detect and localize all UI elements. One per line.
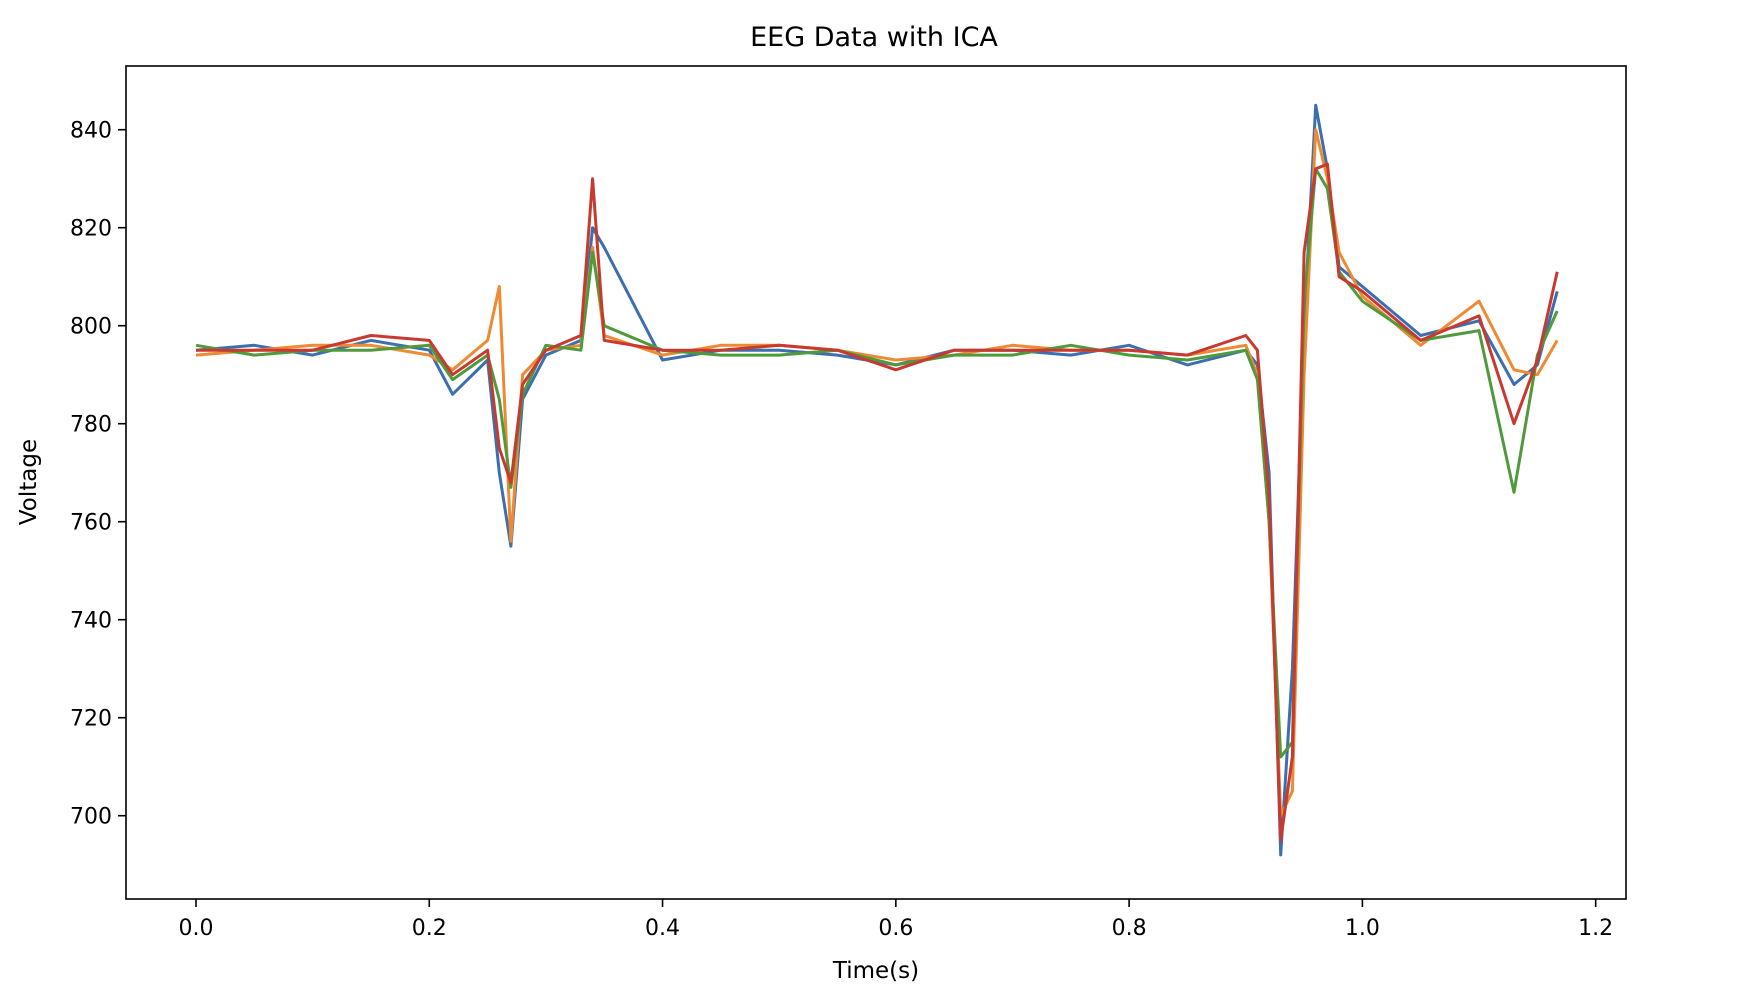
y-tick-label: 820 — [70, 217, 112, 242]
y-tick-label: 760 — [70, 511, 112, 536]
x-tick-label: 1.0 — [1345, 916, 1380, 941]
plot-frame — [125, 65, 1627, 900]
y-axis-ticks: 700 720 740 760 780 800 820 840 — [70, 119, 126, 830]
chart-title: EEG Data with ICA — [750, 22, 998, 53]
plot-lines — [195, 103, 1559, 857]
y-tick-label: 720 — [70, 707, 112, 732]
series-line-4 — [196, 162, 1559, 842]
y-tick-label: 700 — [70, 805, 112, 830]
x-tick-label: 0.6 — [878, 916, 913, 941]
x-axis-ticks: 0.0 0.2 0.4 0.6 0.8 1.0 1.2 — [178, 899, 1613, 941]
x-tick-label: 0.4 — [645, 916, 680, 941]
x-tick-label: 1.2 — [1578, 916, 1613, 941]
y-tick-label: 840 — [70, 119, 112, 144]
x-axis-label: Time(s) — [832, 958, 919, 984]
y-tick-label: 800 — [70, 315, 112, 340]
x-tick-label: 0.2 — [412, 916, 447, 941]
x-tick-label: 0.0 — [178, 916, 213, 941]
y-tick-label: 780 — [70, 413, 112, 438]
y-axis-label: Voltage — [16, 439, 42, 525]
y-tick-label: 740 — [70, 609, 112, 634]
x-tick-label: 0.8 — [1112, 916, 1147, 941]
